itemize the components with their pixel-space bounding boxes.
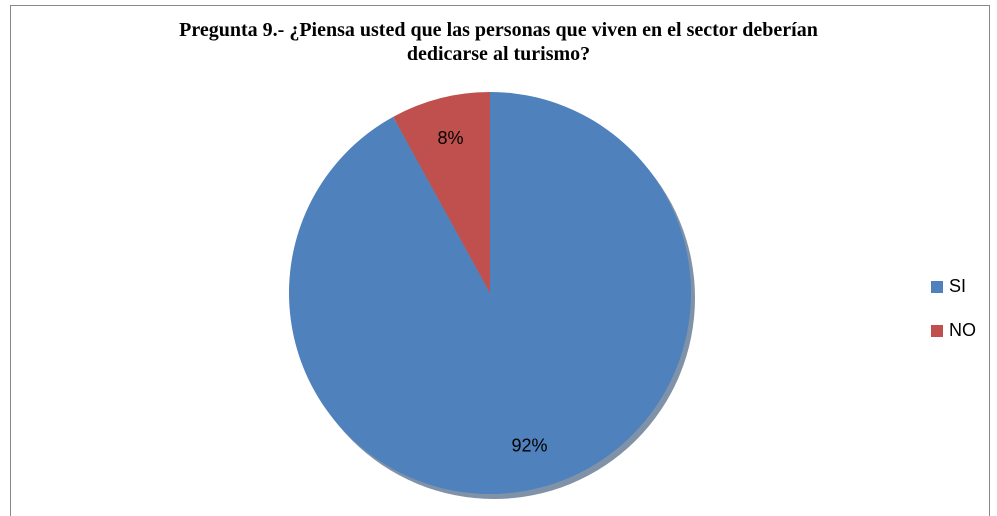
data-label: 92% bbox=[511, 436, 547, 456]
pie-slice bbox=[393, 92, 490, 293]
chart-border bbox=[10, 5, 990, 516]
chart-title: Pregunta 9.- ¿Piensa usted que las perso… bbox=[179, 19, 818, 65]
legend-swatch bbox=[931, 281, 943, 293]
legend-swatch bbox=[931, 325, 943, 337]
legend-label: SI bbox=[949, 276, 966, 296]
pie-slice bbox=[288, 92, 691, 494]
data-label: 8% bbox=[438, 128, 464, 148]
legend-label: NO bbox=[949, 320, 976, 340]
